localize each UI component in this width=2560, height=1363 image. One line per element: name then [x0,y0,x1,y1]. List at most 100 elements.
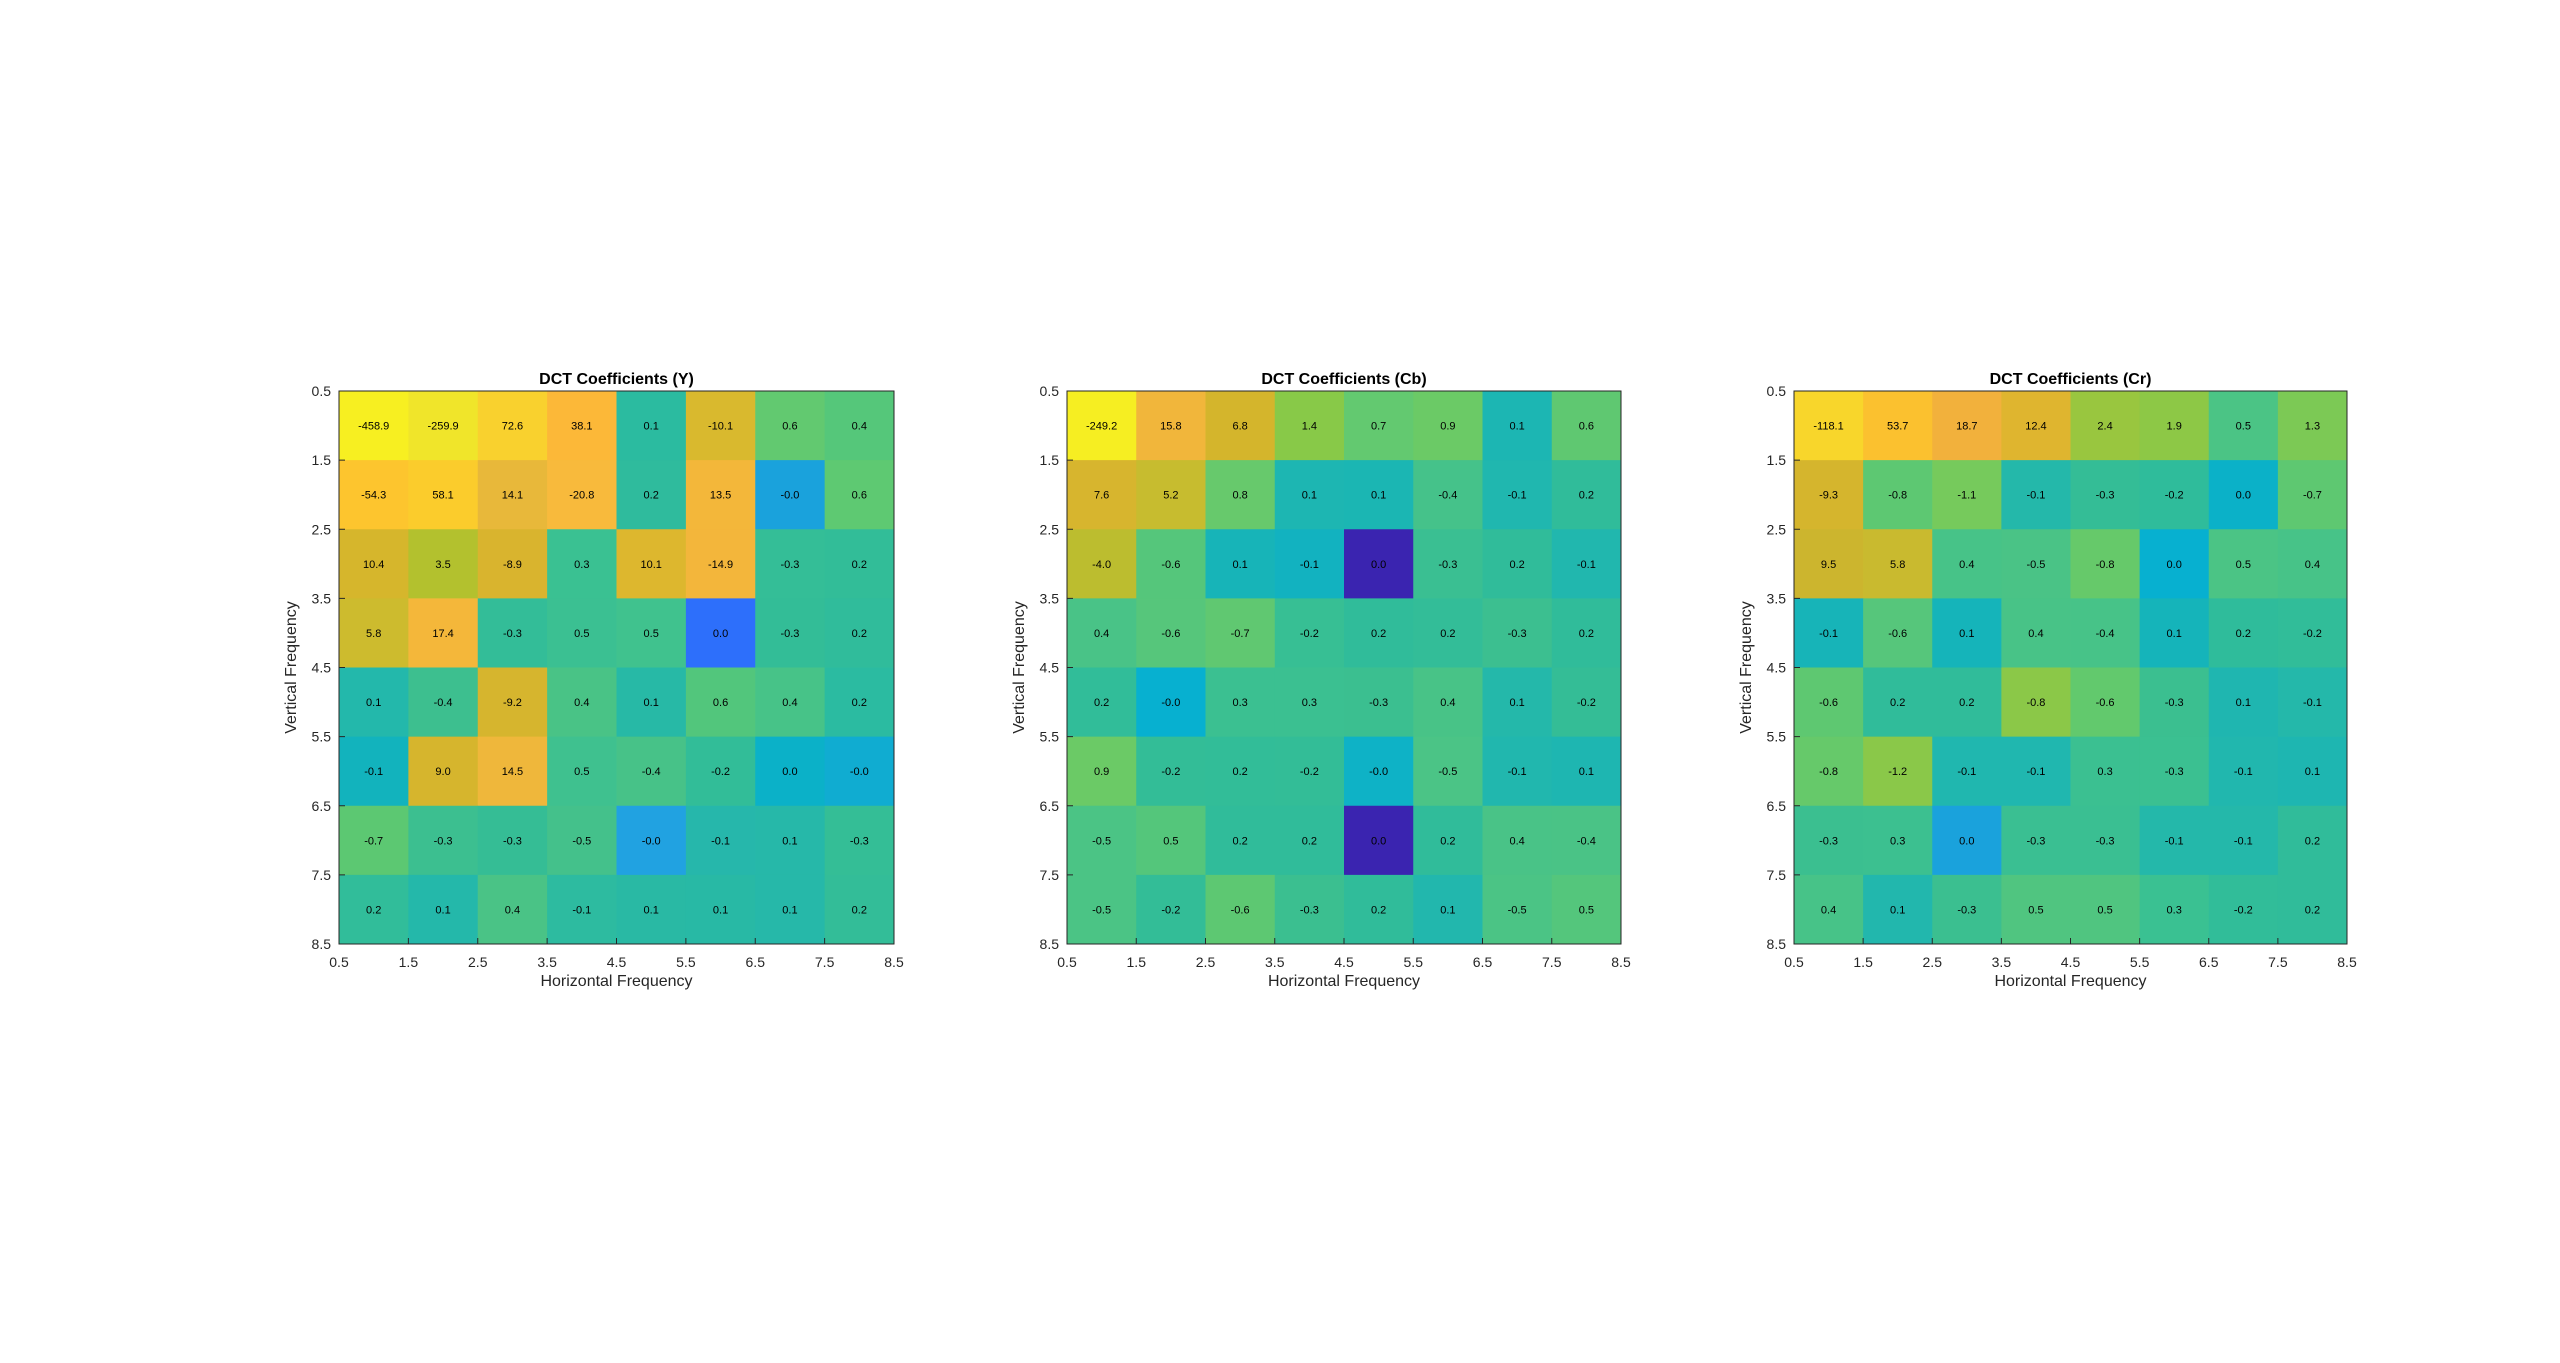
cell-value-label: -0.5 [1438,766,1457,778]
cell-value-label: -0.1 [2026,766,2045,778]
heatmap-cell [2139,736,2210,807]
heatmap-cell [755,874,826,945]
x-tick-label: 7.5 [1542,954,1562,970]
heatmap-cell [1932,874,2002,945]
cell-value-label: 0.5 [2028,904,2043,916]
cell-value-label: -0.4 [1438,490,1457,502]
cell-value-label: -0.1 [2026,490,2045,502]
cell-value-label: 0.5 [644,628,659,640]
cell-value-label: 0.2 [852,559,867,571]
cell-value-label: -0.3 [2096,835,2115,847]
cell-value-label: 0.4 [2028,628,2043,640]
heatmap-cell [1551,529,1622,599]
x-tick-label: 2.5 [468,954,488,970]
heatmap-cell [1344,598,1414,668]
heatmap-cell [2139,460,2210,530]
cell-value-label: -0.1 [572,904,591,916]
cell-value-label: 0.3 [2167,904,2182,916]
cell-value-label: 0.5 [2236,559,2251,571]
cell-value-label: 6.8 [1232,421,1247,433]
heatmap-cell [2001,805,2071,876]
heatmap-cell [685,529,756,599]
heatmap-cell [1482,598,1553,668]
heatmap-axes-1: -458.9 -259.9 72.6 38.1 0.1 -10.1 0.6 0.4 -54.3 5… [283,371,904,990]
x-tick-label: 2.5 [1196,954,1216,970]
heatmap-cell [2139,391,2210,461]
heatmap-cell [1863,460,1933,530]
cell-value-label: -14.9 [708,559,733,571]
heatmap-cell [616,391,687,461]
heatmap-cell [1413,529,1483,599]
heatmap-cell [824,736,895,807]
cell-value-label: -0.8 [1819,766,1838,778]
cell-value-label: 10.1 [640,559,661,571]
cell-value-label: 0.6 [852,490,867,502]
cell-value-label: -0.2 [2303,628,2322,640]
cell-value-label: -0.0 [850,766,869,778]
y-tick-label: 8.5 [1767,936,1787,952]
y-axis-label: Vertical Frequency [1011,601,1028,734]
cell-value-label: -1.1 [1957,490,1976,502]
cell-value-label: -0.1 [2303,697,2322,709]
cell-value-label: 0.1 [1579,766,1594,778]
chart-title: DCT Coefficients (Cr) [1990,371,2152,388]
heatmap-cell [1932,460,2002,530]
cell-value-label: -54.3 [361,490,386,502]
heatmap-cell [408,805,479,876]
cell-value-label: -0.7 [364,835,383,847]
heatmap-cell [1932,805,2002,876]
cell-value-label: -0.2 [2165,490,2184,502]
heatmap-cell [477,598,548,668]
y-tick-label: 2.5 [1040,521,1060,537]
heatmap-cell [1274,391,1345,461]
heatmap-cell [2139,667,2210,738]
cell-value-label: -1.2 [1888,766,1907,778]
heatmap-cell [1482,805,1553,876]
heatmap-cell [616,460,687,530]
cell-value-label: 0.1 [644,421,659,433]
cell-value-label: -0.0 [642,835,661,847]
heatmap-cell [685,391,756,461]
heatmap-cell [1344,391,1414,461]
heatmap-cell [1344,874,1414,945]
heatmap-cell [2070,460,2141,530]
cell-value-label: 13.5 [710,490,731,502]
cell-value-label: 0.0 [782,766,797,778]
y-tick-label: 5.5 [1767,729,1787,745]
heatmap-cell [824,598,895,668]
cell-value-label: -0.3 [2165,766,2184,778]
cell-value-label: 0.1 [782,835,797,847]
cell-value-label: -0.3 [503,835,522,847]
cell-value-label: 0.3 [2097,766,2112,778]
heatmap-cell [2139,874,2210,945]
x-tick-label: 0.5 [1057,954,1077,970]
heatmap-cell [1067,460,1137,530]
heatmap-axes-3: -118.1 53.7 18.7 12.4 2.4 1.9 0.5 1.3 -9.3 -0.8 -1… [1738,371,2357,990]
heatmap-cell [1205,805,1276,876]
cell-value-label: -0.1 [1819,628,1838,640]
cell-value-label: 10.4 [363,559,384,571]
heatmap-cell [1136,874,1206,945]
heatmap-cell [1794,805,1864,876]
heatmap-cell [1136,805,1206,876]
heatmap-cell [2070,667,2141,738]
cell-value-label: 1.4 [1302,421,1317,433]
heatmap-cell [1551,391,1622,461]
heatmap-cell [2001,460,2071,530]
cell-value-label: -0.2 [711,766,730,778]
cell-value-label: 0.6 [782,421,797,433]
heatmap-cell [1794,667,1864,738]
heatmap-cell [408,391,479,461]
cell-value-label: 0.1 [1959,628,1974,640]
cell-value-label: -0.2 [1300,766,1319,778]
heatmap-cell [2070,805,2141,876]
cell-value-label: 0.7 [1371,421,1386,433]
cell-value-label: -8.9 [503,559,522,571]
cell-value-label: 14.5 [502,766,523,778]
heatmap-cell [1067,736,1137,807]
x-tick-label: 8.5 [1611,954,1631,970]
x-axis-label: Horizontal Frequency [1268,973,1420,990]
heatmap-cell [477,736,548,807]
cell-value-label: 0.2 [1579,628,1594,640]
heatmap-cell [755,460,826,530]
